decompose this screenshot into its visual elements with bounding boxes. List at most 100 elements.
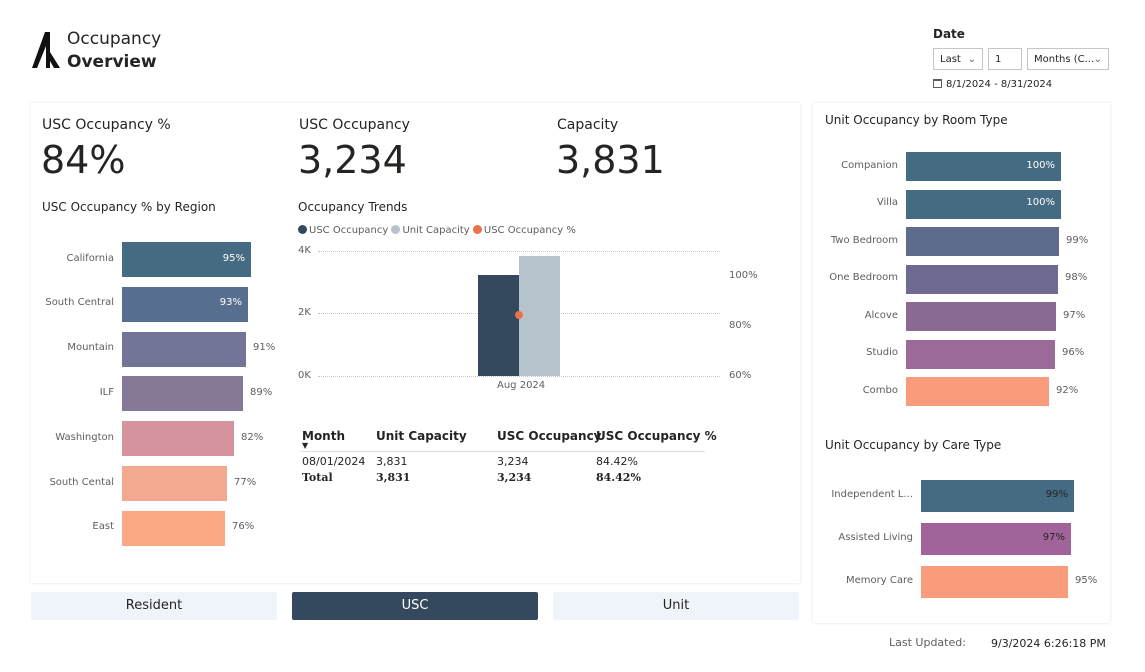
region-bar-value: 82% [241, 431, 264, 443]
y2-tick: 60% [729, 370, 752, 381]
room-bar-value: 100% [1026, 159, 1055, 171]
room-bar-value: 100% [1026, 197, 1055, 208]
room-bar-value: 92% [1056, 384, 1079, 396]
room-bar-label: Combo [862, 384, 898, 396]
chevron-down-icon: ⌄ [1093, 54, 1102, 65]
room-bar-value: 96% [1062, 347, 1085, 358]
region-bar[interactable] [122, 286, 248, 322]
date-relative-select[interactable]: Last ⌄ [933, 48, 983, 70]
room-bar[interactable] [906, 302, 1056, 331]
room-bar[interactable] [906, 339, 1055, 369]
table-cell: 3,234 [497, 455, 529, 468]
page-title-line1: Occupancy [67, 29, 162, 49]
kpi-capacity-title: Capacity [557, 117, 619, 133]
gridline [318, 251, 720, 252]
trend-bar-unit-capacity[interactable] [519, 256, 560, 376]
table-total-cell: 84.42% [596, 471, 641, 484]
table-header-unit-capacity[interactable]: Unit Capacity [376, 429, 467, 443]
table-total-cell: 3,234 [497, 471, 532, 484]
brand-logo [32, 32, 60, 68]
room-chart-title: Unit Occupancy by Room Type [825, 113, 1008, 127]
region-bar[interactable] [122, 510, 225, 546]
date-count-input[interactable]: 1 [988, 48, 1022, 70]
gridline [318, 376, 720, 377]
last-updated-value: 9/3/2024 6:26:18 PM [991, 637, 1106, 650]
trend-legend: USC Occupancy Unit Capacity USC Occupanc… [298, 225, 576, 236]
room-bar[interactable] [906, 377, 1049, 406]
region-bar-value: 91% [253, 342, 276, 354]
region-bar-label: Mountain [67, 342, 114, 354]
region-bar-value: 95% [222, 252, 245, 264]
region-bar-value: 89% [250, 386, 273, 398]
kpi-occupancy-pct-value: 84% [41, 138, 126, 182]
care-chart-title: Unit Occupancy by Care Type [825, 438, 1002, 452]
region-bar[interactable] [122, 331, 246, 367]
care-bar[interactable] [921, 523, 1071, 555]
sort-desc-icon: ▼ [302, 441, 309, 450]
room-bar[interactable] [906, 152, 1061, 181]
region-bar[interactable] [122, 376, 243, 412]
date-unit-value: Months (C... [1034, 54, 1095, 65]
page-title-line2: Overview [67, 52, 157, 72]
trend-point-usc-occupancy-pct[interactable] [515, 310, 523, 319]
care-bar[interactable] [921, 480, 1074, 512]
y-tick: 0K [298, 370, 311, 381]
nav-usc-button[interactable]: USC [292, 592, 538, 620]
room-bar-label: Studio [866, 347, 898, 358]
room-bar[interactable] [906, 264, 1058, 294]
y2-tick: 80% [729, 320, 752, 331]
date-range-text: 8/1/2024 - 8/31/2024 [946, 79, 1053, 90]
kpi-occupancy-pct-title: USC Occupancy % [42, 117, 171, 133]
room-bar-value: 97% [1063, 309, 1086, 321]
y-tick: 2K [298, 307, 311, 318]
trend-chart-title: Occupancy Trends [298, 200, 408, 214]
y2-tick: 100% [729, 270, 758, 281]
region-bar[interactable] [122, 466, 227, 501]
room-bar-label: Villa [876, 197, 898, 208]
care-bar-label: Memory Care [845, 575, 913, 586]
care-bar[interactable] [921, 566, 1068, 598]
trend-bar-usc-occupancy[interactable] [478, 275, 519, 376]
room-bar-label: Two Bedroom [830, 234, 898, 246]
room-bar[interactable] [906, 189, 1061, 219]
region-bar-label: Washington [55, 431, 114, 443]
region-bar-value: 93% [219, 297, 242, 309]
care-bar-value: 97% [1042, 532, 1065, 543]
table-header-usc-occupancy-pct[interactable]: USC Occupancy % [596, 429, 717, 443]
room-bar-label: One Bedroom [829, 272, 898, 283]
region-bar-label: California [66, 252, 115, 264]
kpi-occupancy-value: 3,234 [298, 138, 407, 182]
date-unit-select[interactable]: Months (C... ⌄ [1027, 48, 1109, 70]
table-divider [300, 451, 705, 452]
calendar-icon [933, 79, 942, 88]
region-bar[interactable] [122, 421, 234, 457]
region-bar[interactable] [122, 242, 251, 277]
legend-item-unit-capacity: Unit Capacity [391, 225, 470, 236]
table-total-cell: 3,831 [376, 471, 411, 484]
legend-item-usc-occupancy-pct: USC Occupancy % [472, 225, 576, 236]
room-bar[interactable] [906, 227, 1059, 256]
room-bar-value: 98% [1065, 272, 1088, 283]
table-cell: 84.42% [596, 455, 638, 468]
table-header-month[interactable]: Month [302, 429, 346, 443]
table-header-usc-occupancy[interactable]: USC Occupancy [497, 429, 602, 443]
kpi-capacity-value: 3,831 [556, 138, 665, 182]
x-tick: Aug 2024 [497, 380, 546, 391]
date-filter-label: Date [933, 27, 965, 41]
care-bar-label: Assisted Living [838, 532, 913, 543]
nav-resident-button[interactable]: Resident [31, 592, 277, 620]
region-bar-label: South Cental [49, 476, 114, 488]
date-relative-value: Last [940, 54, 961, 65]
room-bar-label: Alcove [864, 309, 898, 321]
room-bar-label: Companion [841, 159, 898, 171]
table-cell: 08/01/2024 [302, 455, 366, 468]
room-bar-value: 99% [1066, 234, 1089, 246]
y-tick: 4K [298, 245, 311, 256]
chevron-down-icon: ⌄ [967, 54, 976, 65]
care-bar-value: 95% [1075, 575, 1098, 586]
care-bar-label: Independent L... [831, 489, 913, 500]
nav-unit-button[interactable]: Unit [553, 592, 799, 620]
table-cell: 3,831 [376, 455, 408, 468]
region-bar-value: 76% [232, 521, 255, 533]
kpi-occupancy-title: USC Occupancy [299, 117, 410, 133]
